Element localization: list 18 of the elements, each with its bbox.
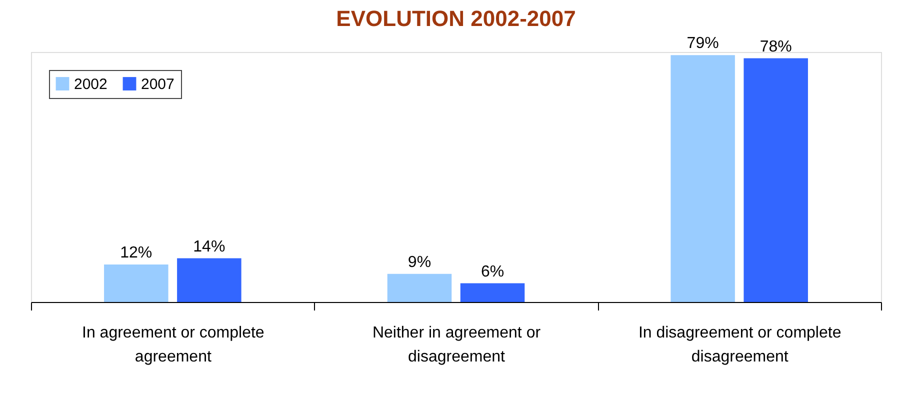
legend-label: 2002 <box>74 76 108 93</box>
x-tick-label: In disagreement or complete disagreement <box>638 324 842 366</box>
bar <box>104 264 168 302</box>
bar <box>744 58 808 302</box>
bar <box>670 55 735 302</box>
chart-title: EVOLUTION 2002-2007 <box>336 6 576 32</box>
bar <box>460 283 525 302</box>
bar <box>387 274 452 302</box>
data-label: 78% <box>760 38 792 56</box>
x-tick-label: In agreement or complete agreement <box>82 324 264 366</box>
data-label: 12% <box>120 244 152 262</box>
data-label: 9% <box>408 254 432 271</box>
legend-label: 2007 <box>141 76 174 93</box>
data-label: 6% <box>480 263 504 280</box>
x-tick-label: Neither in agreement or disagreement <box>372 324 542 366</box>
bar <box>177 258 242 302</box>
data-label: 79% <box>686 35 719 52</box>
data-label: 14% <box>193 238 226 256</box>
